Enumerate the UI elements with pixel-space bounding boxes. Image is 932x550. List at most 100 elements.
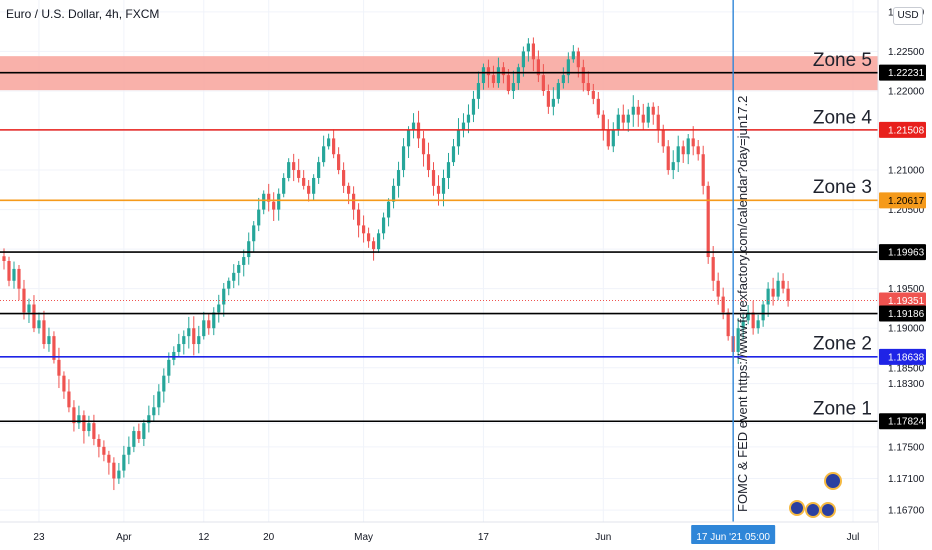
candle-body: [232, 272, 236, 281]
candle-body: [551, 98, 555, 107]
candle: [312, 174, 316, 201]
zone-label: Zone 1: [813, 399, 872, 420]
candle: [786, 280, 790, 307]
candle: [596, 91, 600, 119]
candle-body: [317, 162, 321, 178]
price-level-badge: [879, 348, 926, 365]
candle-body: [272, 201, 276, 210]
candle-body: [347, 185, 351, 194]
candle: [396, 161, 401, 198]
candle-body: [396, 170, 401, 186]
candle: [631, 95, 635, 127]
price-level-label: 1.19186: [888, 309, 925, 320]
candle-body: [716, 280, 720, 297]
candle-body: [292, 162, 296, 171]
candle: [406, 126, 411, 159]
currency-button[interactable]: USD: [893, 7, 923, 25]
candle: [421, 130, 426, 167]
candle: [202, 311, 206, 340]
candle: [491, 65, 496, 88]
candle-body: [42, 320, 46, 345]
time-tick-label: 20: [263, 532, 275, 543]
candle-body: [466, 114, 471, 123]
candle-body: [182, 336, 186, 345]
candle: [217, 294, 221, 323]
candle-body: [267, 193, 271, 202]
candle: [247, 232, 251, 265]
candle: [461, 113, 466, 138]
price-level-label: 1.19963: [888, 248, 925, 259]
candle-body: [446, 162, 451, 178]
candle-body: [701, 154, 705, 186]
candle-body: [391, 185, 396, 202]
price-tick-label: 1.19500: [888, 284, 925, 295]
candle: [72, 400, 76, 432]
candle-body: [461, 122, 466, 131]
candle: [137, 423, 141, 443]
candle-body: [421, 138, 426, 155]
candle: [132, 426, 136, 453]
candle-body: [606, 130, 610, 147]
candle-body: [496, 67, 501, 84]
candle-body: [322, 146, 326, 163]
candle-body: [656, 114, 660, 131]
candle-body: [781, 280, 785, 289]
candle-body: [122, 454, 126, 471]
candle-body: [302, 177, 306, 186]
candle-body: [172, 351, 176, 360]
candle-body: [87, 423, 91, 432]
candle: [541, 64, 545, 96]
candle: [117, 462, 121, 484]
candle-body: [521, 51, 526, 68]
candle-body: [651, 106, 655, 115]
symbol-title: Euro / U.S. Dollar, 4h, FXCM: [6, 7, 160, 21]
candle: [526, 38, 530, 62]
candle: [696, 139, 700, 161]
candlestick-series: [2, 37, 790, 491]
candle: [426, 142, 431, 178]
candle-body: [152, 407, 156, 416]
candle-body: [571, 51, 575, 60]
candle-body: [342, 170, 346, 186]
candle-body: [162, 375, 166, 392]
candle: [177, 333, 181, 357]
candle: [531, 37, 535, 72]
price-level-badge: [879, 292, 926, 309]
time-tick-label: Apr: [116, 532, 132, 543]
candle-body: [576, 51, 580, 68]
candle-body: [786, 288, 790, 301]
candle-body: [157, 391, 161, 408]
candle-body: [72, 407, 76, 424]
candle-body: [167, 359, 171, 376]
candle-body: [366, 233, 371, 242]
candle-body: [2, 256, 6, 261]
candle: [267, 183, 271, 212]
event-annotation: FOMC & FED event https://www.forexfactor…: [735, 96, 750, 512]
candle: [162, 368, 166, 403]
candle-body: [401, 146, 406, 171]
candle-body: [37, 320, 41, 329]
price-level-badge: [879, 192, 926, 209]
candle: [681, 140, 685, 163]
candle: [766, 282, 770, 317]
candle: [342, 162, 346, 193]
candle-body: [511, 83, 516, 91]
candle: [17, 264, 21, 301]
candle-body: [481, 67, 486, 84]
candle: [352, 186, 356, 220]
candle-body: [332, 138, 336, 155]
candle: [356, 203, 361, 238]
chart-grid: [0, 0, 878, 522]
candle-body: [327, 138, 331, 147]
candle: [566, 52, 570, 84]
candle: [52, 331, 56, 364]
candle: [561, 67, 565, 89]
candle-body: [107, 454, 111, 463]
price-axis: 1.230001.225001.220001.215001.210001.205…: [877, 0, 932, 550]
candle-body: [352, 193, 356, 210]
candle: [636, 99, 640, 127]
candle: [97, 434, 101, 458]
candle: [676, 135, 680, 173]
candle-body: [102, 446, 106, 455]
